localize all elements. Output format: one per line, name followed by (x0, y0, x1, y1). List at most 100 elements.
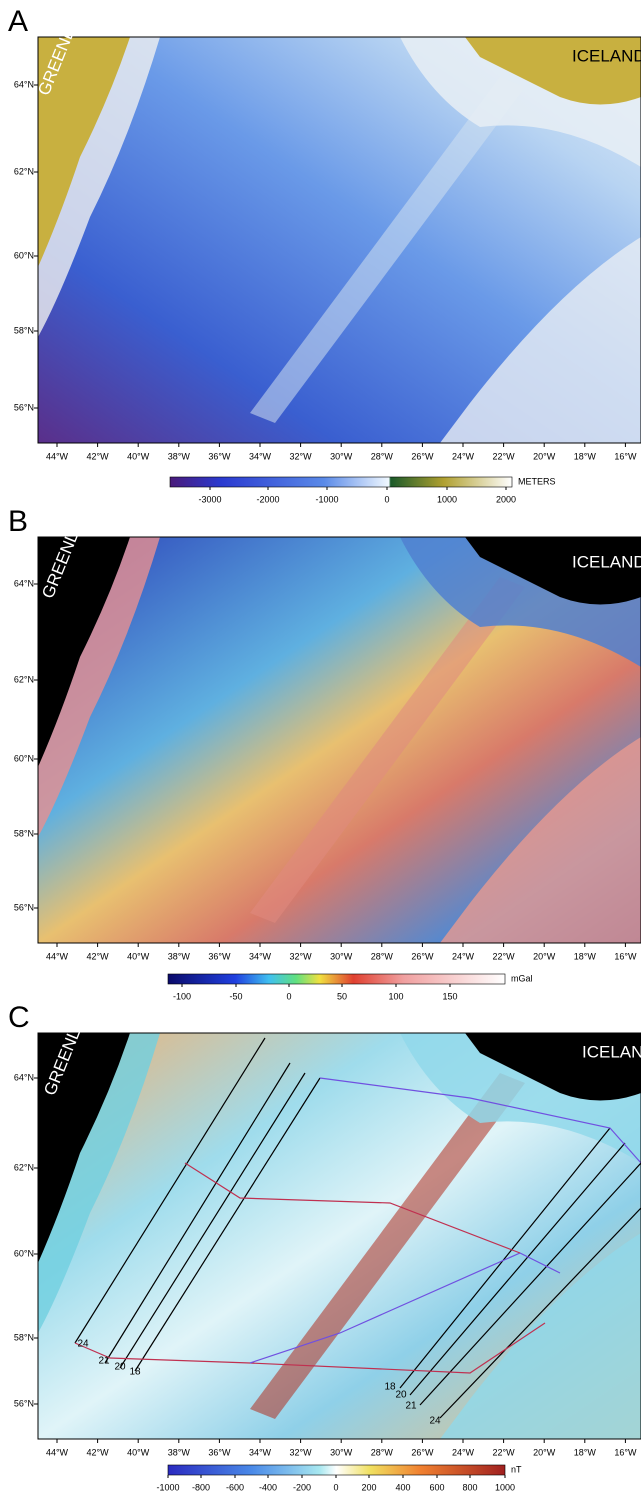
lon-label: 24°W (452, 1447, 475, 1457)
chron-label: 24 (429, 1416, 441, 1427)
map-frame (37, 36, 641, 444)
map-frame (37, 1032, 641, 1440)
colorbar-label: 0 (333, 1482, 338, 1492)
ridge (250, 77, 525, 423)
lon-label: 18°W (574, 1447, 597, 1457)
profile-line (184, 1162, 521, 1254)
lat-label: 64°N (14, 1072, 34, 1082)
colorbar (167, 1464, 506, 1476)
map-frame (37, 536, 641, 944)
profile-line (119, 1072, 306, 1369)
lon-label: 34°W (249, 451, 272, 461)
colorbar-unit: nT (511, 1464, 522, 1474)
colorbar-label: 800 (462, 1482, 477, 1492)
colorbar-label: 0 (286, 991, 291, 1001)
lat-label: 62°N (14, 1162, 34, 1172)
lon-label: 32°W (290, 1447, 313, 1457)
lat-label: 60°N (14, 250, 34, 260)
lon-label: 40°W (127, 451, 150, 461)
colorbar-label: -1000 (156, 1482, 179, 1492)
colorbar-label: 1000 (495, 1482, 515, 1492)
colorbar-label: 2000 (496, 494, 516, 504)
colorbar-label: 100 (388, 991, 403, 1001)
profile-line (419, 1162, 641, 1406)
lon-label: 34°W (249, 1447, 272, 1457)
chron-label: 21 (405, 1401, 417, 1412)
lat-label: 64°N (14, 578, 34, 588)
lon-label: 38°W (168, 451, 191, 461)
rockall-shelf (440, 737, 641, 943)
greenland (38, 1033, 130, 1263)
iceland (465, 37, 641, 105)
lon-label: 26°W (411, 1447, 434, 1457)
lon-label: 22°W (493, 451, 516, 461)
colorbar-label: 50 (337, 991, 347, 1001)
profile-line (319, 1077, 641, 1164)
colorbar-label: -400 (259, 1482, 277, 1492)
colorbar-label: -800 (192, 1482, 210, 1492)
lat-label: 62°N (14, 166, 34, 176)
iceland (465, 537, 641, 605)
lat-label: 58°N (14, 325, 34, 335)
lon-label: 44°W (46, 1447, 69, 1457)
lon-label: 32°W (290, 951, 313, 961)
chron-label: 20 (114, 1362, 126, 1373)
lon-label: 40°W (127, 951, 150, 961)
lon-label: 28°W (371, 451, 394, 461)
map-label: ICELAND (572, 46, 641, 65)
chron-label: 18 (384, 1382, 396, 1393)
lon-label: 22°W (493, 951, 516, 961)
colorbar-label: 150 (442, 991, 457, 1001)
ridge (250, 1073, 525, 1419)
map-label: ICELAND (582, 1042, 641, 1061)
lon-label: 28°W (371, 1447, 394, 1457)
colorbar-label: -50 (229, 991, 242, 1001)
profile-line (399, 1127, 611, 1389)
lat-label: 58°N (14, 828, 34, 838)
colorbar-label: 0 (384, 494, 389, 504)
lat-label: 56°N (14, 1398, 34, 1408)
greenland (38, 37, 130, 267)
lat-label: 60°N (14, 753, 34, 763)
rockall-shelf (440, 237, 641, 443)
chron-label: 21 (98, 1356, 110, 1367)
lat-label: 56°N (14, 402, 34, 412)
profile-line (439, 1207, 641, 1419)
chron-label: 24 (77, 1339, 89, 1350)
colorbar (169, 476, 513, 488)
ridge (250, 577, 525, 923)
colorbar-label: -1000 (315, 494, 338, 504)
lon-label: 16°W (614, 1447, 637, 1457)
lat-label: 58°N (14, 1332, 34, 1342)
lat-label: 56°N (14, 902, 34, 912)
profile-line (249, 1252, 561, 1364)
greenland (38, 537, 130, 767)
colorbar-label: 1000 (437, 494, 457, 504)
colorbar-label: -2000 (256, 494, 279, 504)
profile-line (134, 1077, 321, 1372)
chron-label: 20 (395, 1390, 407, 1401)
lon-label: 42°W (87, 1447, 110, 1457)
colorbar-label: -200 (293, 1482, 311, 1492)
lon-label: 32°W (290, 451, 313, 461)
lon-label: 28°W (371, 951, 394, 961)
colorbar-label: 400 (395, 1482, 410, 1492)
lon-label: 36°W (208, 451, 231, 461)
panel-letter: A (8, 5, 28, 38)
lon-label: 18°W (574, 951, 597, 961)
lon-label: 16°W (614, 451, 637, 461)
lon-label: 26°W (411, 951, 434, 961)
colorbar-label: -100 (173, 991, 191, 1001)
panel-letter: C (8, 1001, 30, 1034)
lon-label: 44°W (46, 451, 69, 461)
lon-label: 42°W (87, 951, 110, 961)
lon-label: 16°W (614, 951, 637, 961)
lon-label: 30°W (330, 951, 353, 961)
lon-label: 20°W (533, 451, 556, 461)
lon-label: 34°W (249, 951, 272, 961)
lat-label: 62°N (14, 674, 34, 684)
lon-label: 30°W (330, 1447, 353, 1457)
lat-label: 64°N (14, 79, 34, 89)
colorbar-unit: mGal (511, 973, 533, 983)
